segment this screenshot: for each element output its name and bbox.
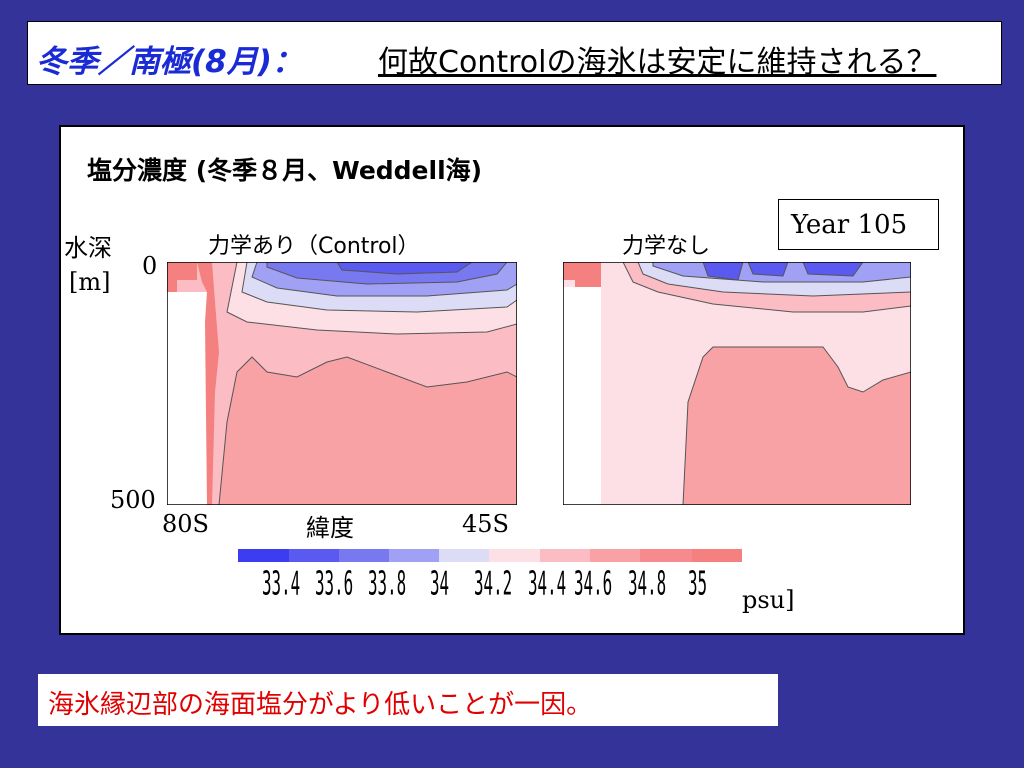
contour-plot-no-dynamics — [563, 262, 911, 505]
contour-plot-control — [167, 262, 517, 505]
colorbar-swatch — [590, 549, 640, 562]
y-axis-bottom-tick: 500 — [110, 486, 156, 514]
colorbar-swatch — [439, 549, 489, 562]
x-axis-right-tick: 45S — [462, 510, 509, 538]
colorbar-swatch — [692, 549, 742, 562]
colorbar-tick: 34.8 — [628, 566, 667, 604]
colorbar-tick: 33.8 — [368, 566, 407, 604]
figure-title: 塩分濃度 (冬季８月、Weddell海) — [87, 156, 483, 185]
colorbar-tick: 34 — [430, 566, 450, 604]
colorbar-swatch — [489, 549, 540, 562]
panel-left-title: 力学あり（Control） — [208, 234, 420, 259]
x-axis-left-tick: 80S — [162, 510, 209, 538]
y-axis-top-tick: 0 — [142, 252, 158, 280]
slide-title: 冬季／南極(8月)： — [36, 44, 303, 80]
colorbar-tick: 35 — [688, 566, 708, 604]
y-axis-label: 水深 — [64, 234, 112, 262]
x-axis-label: 緯度 — [306, 514, 354, 542]
footer-text: 海氷縁辺部の海面塩分がより低いことが一因。 — [48, 690, 593, 720]
title-box: 冬季／南極(8月)： 何故Controlの海氷は安定に維持される？ — [27, 21, 1002, 85]
colorbar-swatch — [339, 549, 389, 562]
footer-note: 海氷縁辺部の海面塩分がより低いことが一因。 — [38, 674, 778, 726]
colorbar-tick: 34.2 — [474, 566, 513, 604]
colorbar-tick: 34.6 — [574, 566, 613, 604]
y-axis-unit: [m] — [69, 268, 111, 296]
colorbar-tick: 33.4 — [262, 566, 301, 604]
colorbar-unit: psu] — [742, 586, 795, 614]
colorbar-swatch — [289, 549, 339, 562]
colorbar-swatch — [540, 549, 590, 562]
colorbar-tick: 33.6 — [315, 566, 354, 604]
colorbar-tick: 34.4 — [528, 566, 567, 604]
slide-question: 何故Controlの海氷は安定に維持される？ — [378, 45, 937, 80]
colorbar-swatch — [389, 549, 439, 562]
colorbar-swatch — [238, 549, 289, 562]
panel-right-title: 力学なし — [622, 234, 711, 259]
year-label: Year 105 — [778, 199, 939, 250]
colorbar-swatch — [640, 549, 692, 562]
